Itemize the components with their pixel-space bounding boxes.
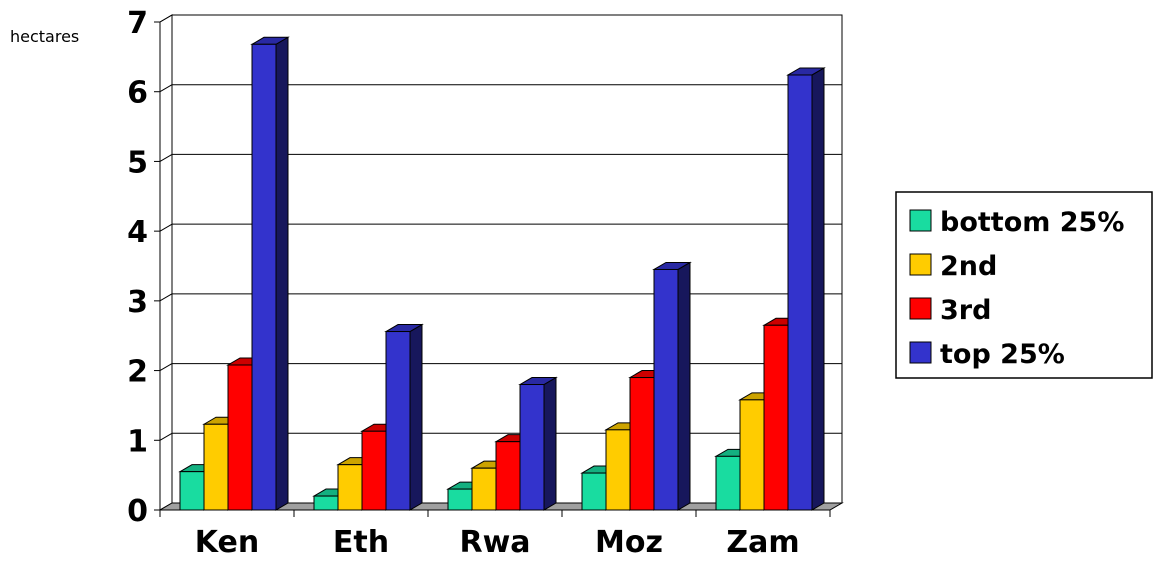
y-tick-label: 7 — [127, 6, 148, 41]
bar-front — [605, 429, 631, 511]
bar-front — [471, 467, 497, 511]
gridline-side — [159, 153, 173, 162]
bar-front — [653, 268, 679, 511]
legend-label: top 25% — [940, 339, 1065, 370]
y-tick-label: 5 — [127, 145, 148, 180]
legend-swatch — [909, 253, 932, 276]
bar-front — [227, 364, 253, 511]
gridline-side — [159, 432, 173, 441]
legend: bottom 25% 2nd 3rd top 25% — [895, 191, 1153, 379]
bar — [250, 36, 290, 511]
bar-front — [251, 43, 277, 511]
y-tick-label: 2 — [127, 355, 148, 390]
legend-swatch — [909, 297, 932, 320]
bar — [786, 67, 826, 511]
bar-front — [629, 377, 655, 511]
bar-front — [447, 488, 473, 511]
bar-side — [677, 261, 691, 511]
bar-front — [495, 441, 521, 511]
bar-front — [581, 472, 607, 511]
bar-front — [203, 423, 229, 511]
y-axis-label: hectares — [10, 27, 79, 46]
gridline-side — [159, 363, 173, 372]
y-tick-label: 1 — [127, 424, 148, 459]
plot-area: 0 1 2 3 4 5 6 7 Ken Eth Rwa Moz Zam — [127, 6, 844, 560]
plot-side-wall — [159, 14, 173, 511]
bar-front — [739, 399, 765, 511]
x-tick-label: Ken — [195, 525, 259, 560]
legend-item: 2nd — [909, 251, 997, 282]
x-tick-label: Rwa — [459, 525, 530, 560]
bar — [384, 323, 424, 511]
legend-item: bottom 25% — [909, 207, 1124, 238]
bar-front — [787, 74, 813, 511]
bar-front — [763, 324, 789, 511]
legend-item: 3rd — [909, 295, 991, 326]
bar-side — [543, 376, 557, 511]
y-tick-label: 4 — [127, 215, 148, 250]
x-tick-label: Zam — [726, 525, 799, 560]
bar-front — [715, 455, 741, 511]
bar-side — [811, 67, 825, 511]
bar-side — [409, 323, 423, 511]
legend-box — [895, 191, 1153, 379]
gridline-side — [159, 293, 173, 302]
bar-front — [313, 495, 339, 511]
x-tick-label: Eth — [333, 525, 389, 560]
bar-front — [361, 430, 387, 511]
gridline-side — [159, 14, 173, 23]
x-tick-label: Moz — [595, 525, 663, 560]
y-tick-label: 6 — [127, 76, 148, 111]
legend-label: 2nd — [940, 251, 997, 282]
bar-front — [337, 464, 363, 511]
legend-swatch — [909, 209, 932, 232]
legend-label: 3rd — [940, 295, 991, 326]
bar-side — [275, 36, 289, 511]
bar-front — [179, 471, 205, 511]
legend-swatch — [909, 341, 932, 364]
y-tick-label: 3 — [127, 285, 148, 320]
gridline-side — [159, 223, 173, 232]
legend-item: top 25% — [909, 339, 1065, 370]
bar-front — [385, 331, 411, 511]
bar-front — [519, 384, 545, 511]
bar — [652, 261, 692, 511]
legend-label: bottom 25% — [940, 207, 1124, 238]
gridline-side — [159, 84, 173, 93]
bar — [518, 376, 558, 511]
y-tick-label: 0 — [127, 494, 148, 529]
